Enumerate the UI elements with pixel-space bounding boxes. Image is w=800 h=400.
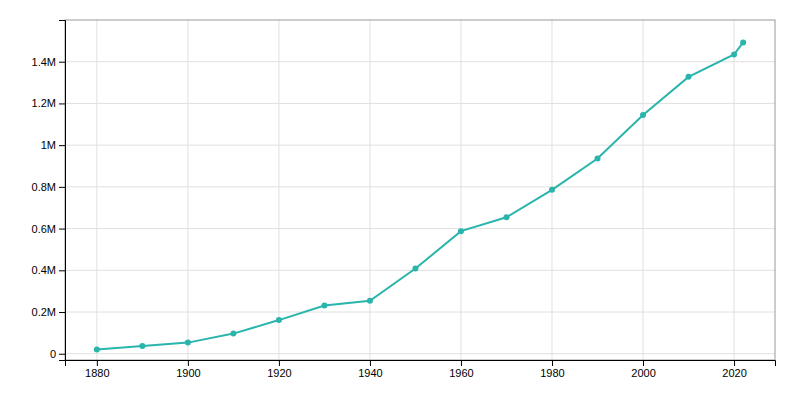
x-tick-label: 1960 bbox=[449, 367, 473, 379]
y-tick: 0.8M bbox=[32, 181, 65, 193]
x-tick-mark bbox=[552, 360, 553, 366]
y-tick: 0 bbox=[50, 348, 65, 360]
x-tick: 1900 bbox=[176, 360, 200, 379]
x-tick: 1980 bbox=[540, 360, 564, 379]
x-tick: 2000 bbox=[631, 360, 655, 379]
point bbox=[549, 187, 555, 193]
grid-line-y bbox=[65, 228, 775, 229]
grid-line-x bbox=[187, 20, 188, 360]
y-tick-mark bbox=[59, 187, 65, 188]
y-tick-label: 1.2M bbox=[32, 97, 56, 109]
grid bbox=[65, 20, 775, 360]
y-tick-mark bbox=[59, 103, 65, 104]
y-tick: 1.2M bbox=[32, 97, 65, 109]
y-tick-mark bbox=[59, 312, 65, 313]
y-axis-line bbox=[59, 21, 66, 361]
grid-line-x bbox=[460, 20, 461, 360]
y-tick-label: 0.4M bbox=[32, 264, 56, 276]
x-tick-label: 1900 bbox=[176, 367, 200, 379]
y-tick-mark bbox=[59, 145, 65, 146]
x-tick-mark bbox=[279, 360, 280, 366]
point bbox=[686, 74, 692, 80]
point bbox=[731, 51, 737, 57]
point bbox=[321, 302, 327, 308]
y-tick-mark bbox=[59, 229, 65, 230]
x-tick-mark bbox=[643, 360, 644, 366]
x-tick-mark bbox=[370, 360, 371, 366]
grid-line-y bbox=[65, 312, 775, 313]
point bbox=[503, 214, 509, 220]
grid-line-y bbox=[65, 186, 775, 187]
chart: 1880 1900 1920 1940 1960 1980 2000 2020 0 0.2M 0.4… bbox=[0, 0, 800, 400]
y-tick-label: 0.2M bbox=[32, 306, 56, 318]
grid-line-y bbox=[65, 61, 775, 62]
point bbox=[740, 39, 746, 45]
y-tick-mark bbox=[59, 62, 65, 63]
x-tick: 1960 bbox=[449, 360, 473, 379]
x-tick-mark bbox=[461, 360, 462, 366]
grid-line-x bbox=[734, 20, 735, 360]
y-axis: 0 0.2M 0.4M 0.6M 0.8M 1M 1.2M 1.4M bbox=[32, 21, 66, 361]
y-tick-mark bbox=[59, 270, 65, 271]
point bbox=[367, 298, 373, 304]
y-tick: 0.6M bbox=[32, 223, 65, 235]
x-tick-label: 2020 bbox=[722, 367, 746, 379]
x-axis: 1880 1900 1920 1940 1960 1980 2000 2020 bbox=[66, 360, 776, 379]
plot-frame bbox=[65, 20, 775, 360]
x-axis-line bbox=[66, 361, 776, 367]
x-tick-mark bbox=[188, 360, 189, 366]
grid-line-x bbox=[96, 20, 97, 360]
x-tick-mark bbox=[97, 360, 98, 366]
x-tick-mark bbox=[734, 360, 735, 366]
point bbox=[230, 331, 236, 337]
y-tick-label: 1M bbox=[41, 139, 56, 151]
point bbox=[276, 317, 282, 323]
y-tick-mark bbox=[59, 354, 65, 355]
y-tick: 1.4M bbox=[32, 56, 65, 68]
point bbox=[185, 340, 191, 346]
grid-line-x bbox=[643, 20, 644, 360]
point bbox=[458, 228, 464, 234]
y-tick-label: 0.8M bbox=[32, 181, 56, 193]
x-tick-label: 1880 bbox=[85, 367, 109, 379]
point bbox=[94, 346, 100, 352]
point bbox=[139, 343, 145, 349]
x-tick: 1880 bbox=[85, 360, 109, 379]
grid-line-y bbox=[65, 353, 775, 354]
x-tick-label: 2000 bbox=[631, 367, 655, 379]
grid-line-y bbox=[65, 270, 775, 271]
y-tick: 0.4M bbox=[32, 264, 65, 276]
y-tick: 1M bbox=[41, 139, 65, 151]
x-tick-label: 1940 bbox=[358, 367, 382, 379]
y-tick: 0.2M bbox=[32, 306, 65, 318]
x-tick-label: 1980 bbox=[540, 367, 564, 379]
line bbox=[97, 42, 743, 349]
plot-area: 1880 1900 1920 1940 1960 1980 2000 2020 0 0.2M 0.4… bbox=[32, 20, 776, 379]
grid-line-x bbox=[278, 20, 279, 360]
grid-line-y bbox=[65, 145, 775, 146]
x-tick: 1940 bbox=[358, 360, 382, 379]
y-tick-label: 1.4M bbox=[32, 56, 56, 68]
x-tick: 1920 bbox=[267, 360, 291, 379]
point bbox=[640, 112, 646, 118]
x-tick: 2020 bbox=[722, 360, 746, 379]
grid-line-y bbox=[65, 103, 775, 104]
x-tick-label: 1920 bbox=[267, 367, 291, 379]
y-tick-label: 0 bbox=[50, 348, 56, 360]
point bbox=[412, 266, 418, 272]
marks bbox=[94, 39, 746, 352]
grid-line-x bbox=[369, 20, 370, 360]
point bbox=[595, 156, 601, 162]
y-tick-label: 0.6M bbox=[32, 223, 56, 235]
